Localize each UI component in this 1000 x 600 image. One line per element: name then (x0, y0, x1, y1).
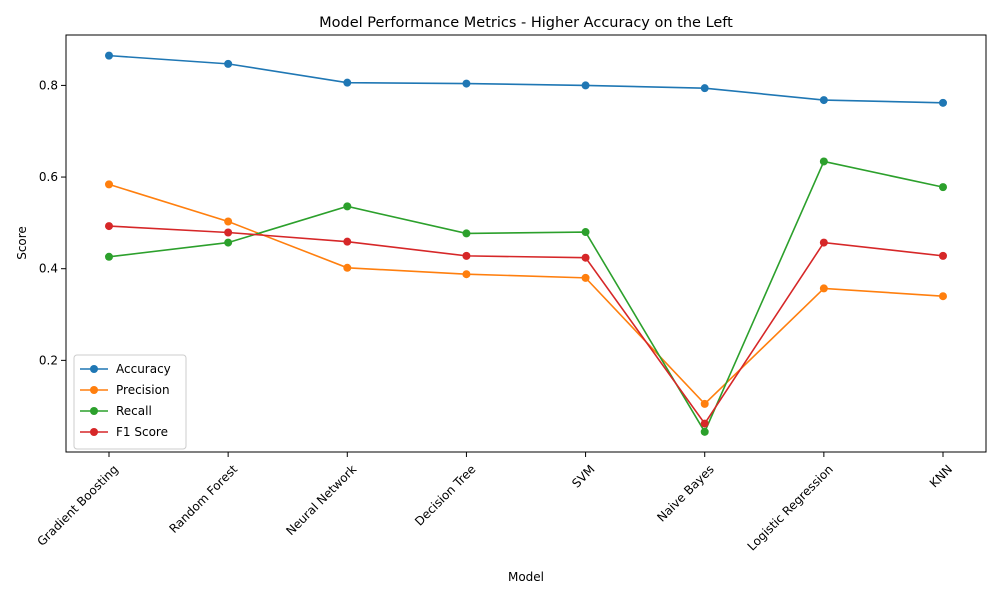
data-point (105, 51, 113, 60)
legend-entry: Accuracy (116, 362, 171, 376)
legend-entry: Recall (116, 404, 152, 418)
data-point (700, 419, 709, 428)
data-point (819, 96, 828, 105)
data-point (462, 229, 471, 238)
data-point (581, 228, 590, 237)
legend-entry: F1 Score (116, 425, 168, 439)
plot-frame (65, 34, 987, 453)
y-tick-label: 0.4 (39, 262, 58, 276)
data-point (105, 252, 113, 261)
legend-box (73, 354, 187, 450)
data-point (939, 98, 947, 107)
data-point (343, 78, 352, 87)
data-point (462, 270, 471, 279)
data-point (462, 251, 471, 260)
legend: Accuracy Precision Recall F1 Score (73, 354, 187, 450)
data-point (700, 427, 709, 436)
y-axis-label: Score (15, 226, 29, 260)
data-point (939, 183, 947, 192)
legend-entry: Precision (116, 383, 170, 397)
data-point (105, 222, 113, 231)
series-line-accuracy (108, 54, 944, 104)
legend-swatch-marker (90, 365, 98, 373)
legend-swatch-marker (90, 407, 98, 415)
data-point (343, 263, 352, 272)
chart-title: Model Performance Metrics - Higher Accur… (319, 15, 733, 31)
data-point (224, 228, 233, 237)
series-line-recall (108, 160, 944, 434)
data-point (224, 238, 233, 247)
x-axis-label: Model (508, 570, 544, 584)
data-point (700, 399, 709, 408)
data-point (819, 238, 828, 247)
data-point (343, 237, 352, 246)
data-point (462, 79, 471, 88)
data-point (105, 180, 113, 189)
y-tick-label: 0.8 (39, 78, 58, 92)
data-point (819, 284, 828, 293)
data-point (343, 202, 352, 211)
data-point (581, 273, 590, 282)
y-tick-label: 0.6 (39, 170, 58, 184)
data-point (700, 84, 709, 93)
legend-swatch-marker (90, 386, 98, 394)
data-point (224, 59, 233, 68)
y-tick-label: 0.2 (39, 353, 58, 367)
data-point (939, 251, 947, 260)
legend-swatch-marker (90, 428, 98, 436)
data-point (224, 217, 233, 226)
data-point (581, 81, 590, 90)
data-point (819, 157, 828, 166)
series-line-f1-score (108, 225, 944, 426)
data-point (939, 292, 947, 301)
series-line-precision (108, 183, 944, 406)
data-point (581, 253, 590, 262)
